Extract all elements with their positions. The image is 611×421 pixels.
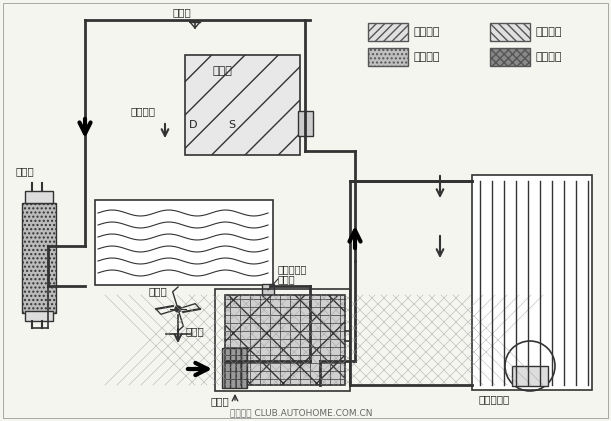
Bar <box>215 289 350 391</box>
Text: 制冷剂压力: 制冷剂压力 <box>278 264 307 274</box>
Text: 压缩机: 压缩机 <box>212 66 232 76</box>
Bar <box>95 200 273 285</box>
Bar <box>368 23 408 41</box>
Text: S: S <box>228 120 235 130</box>
Bar <box>472 175 592 390</box>
Text: 低压气体: 低压气体 <box>535 52 562 62</box>
Text: 储液罐: 储液罐 <box>15 166 34 176</box>
Bar <box>25 311 53 321</box>
Bar <box>262 284 274 296</box>
Bar <box>185 55 300 155</box>
Bar <box>22 203 56 313</box>
Text: 鼓风机马达: 鼓风机马达 <box>478 394 509 404</box>
Text: 冷凝器: 冷凝器 <box>148 286 167 296</box>
Text: 蒸发器: 蒸发器 <box>185 326 203 336</box>
Text: 汽车之家 CLUB.AUTOHOME.COM.CN: 汽车之家 CLUB.AUTOHOME.COM.CN <box>230 408 373 418</box>
Bar <box>225 295 345 385</box>
Bar <box>25 191 53 203</box>
Text: 外部空气: 外部空气 <box>130 106 155 116</box>
Text: D: D <box>189 120 197 130</box>
Text: 高压气体: 高压气体 <box>413 27 439 37</box>
Text: 泄压阀: 泄压阀 <box>172 7 191 17</box>
Text: 低压液体: 低压液体 <box>535 27 562 37</box>
Text: 膨胀阀: 膨胀阀 <box>210 396 229 406</box>
Bar <box>368 48 408 66</box>
Bar <box>490 48 530 66</box>
Text: 高压液体: 高压液体 <box>413 52 439 62</box>
Bar <box>490 23 530 41</box>
Bar <box>512 366 548 386</box>
Circle shape <box>175 306 181 312</box>
Bar <box>222 348 247 388</box>
Bar <box>298 111 313 136</box>
Text: 传感器: 传感器 <box>278 274 296 284</box>
